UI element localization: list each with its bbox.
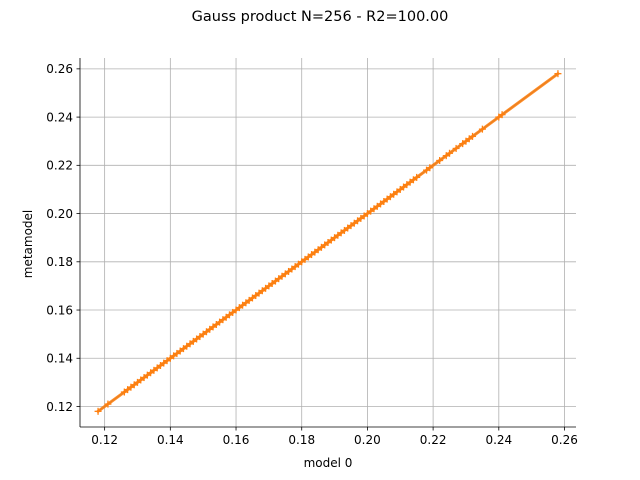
axes-layer bbox=[79, 58, 576, 428]
points-layer bbox=[94, 70, 562, 415]
y-tick-label: 0.26 bbox=[46, 62, 73, 76]
y-tick-label: 0.12 bbox=[46, 400, 73, 414]
chart-title: Gauss product N=256 - R2=100.00 bbox=[192, 9, 449, 25]
x-tick-label: 0.18 bbox=[288, 433, 315, 447]
x-tick-label: 0.20 bbox=[354, 433, 381, 447]
y-tick-label: 0.18 bbox=[46, 255, 73, 269]
x-tick-label: 0.26 bbox=[551, 433, 578, 447]
y-tick-label: 0.24 bbox=[46, 110, 73, 124]
x-tick-label: 0.12 bbox=[91, 433, 118, 447]
x-axis-label: model 0 bbox=[304, 456, 353, 470]
y-tick-label: 0.14 bbox=[46, 352, 73, 366]
x-tick-label: 0.24 bbox=[485, 433, 512, 447]
y-tick-label: 0.22 bbox=[46, 159, 73, 173]
y-axis-label: metamodel bbox=[21, 210, 35, 279]
x-tick-label: 0.14 bbox=[157, 433, 184, 447]
tick-layer: 0.12 0.14 0.16 0.18 0.20 0.22 0.24 0.26 0.12 0.14… bbox=[46, 62, 578, 447]
y-tick-label: 0.16 bbox=[46, 303, 73, 317]
y-tick-label: 0.20 bbox=[46, 207, 73, 221]
grid-layer bbox=[80, 58, 576, 427]
x-tick-label: 0.22 bbox=[420, 433, 447, 447]
x-tick-label: 0.16 bbox=[223, 433, 250, 447]
point-density-band bbox=[96, 72, 560, 413]
